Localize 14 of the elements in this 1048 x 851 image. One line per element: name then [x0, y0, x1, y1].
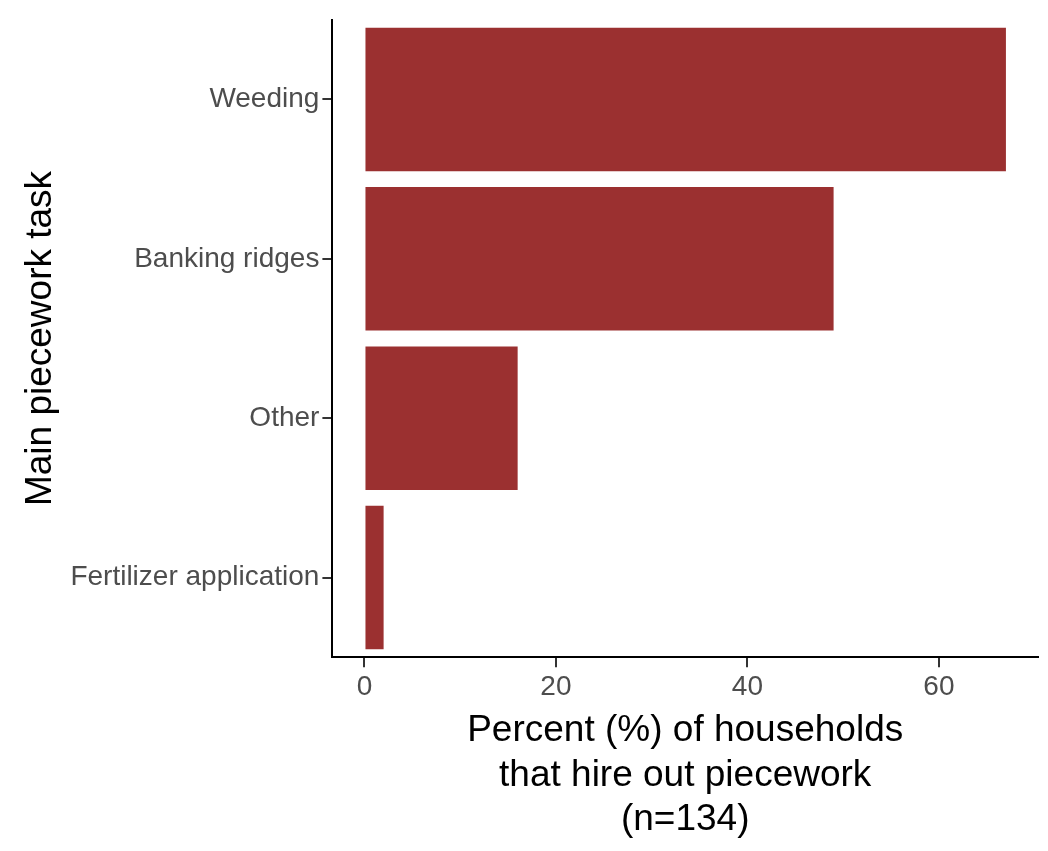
x-tick-label: 60: [923, 669, 955, 701]
bar: [365, 187, 834, 331]
x-axis-title: Percent (%) of households that hire out piecework (n=134): [467, 708, 904, 838]
y-tick-label: Fertilizer application: [70, 560, 320, 592]
bar: [365, 346, 518, 490]
x-tick-label: 40: [731, 669, 764, 701]
y-tick-label: Banking ridges: [134, 241, 320, 273]
y-tick-label: Other: [249, 400, 320, 432]
x-tick-label: 0: [356, 669, 373, 701]
y-tick-label: Weeding: [209, 82, 320, 114]
y-axis-title: Main piecework task: [18, 170, 60, 507]
bar: [365, 505, 384, 650]
x-tick-label: 20: [540, 669, 572, 701]
bar: [365, 27, 1006, 172]
